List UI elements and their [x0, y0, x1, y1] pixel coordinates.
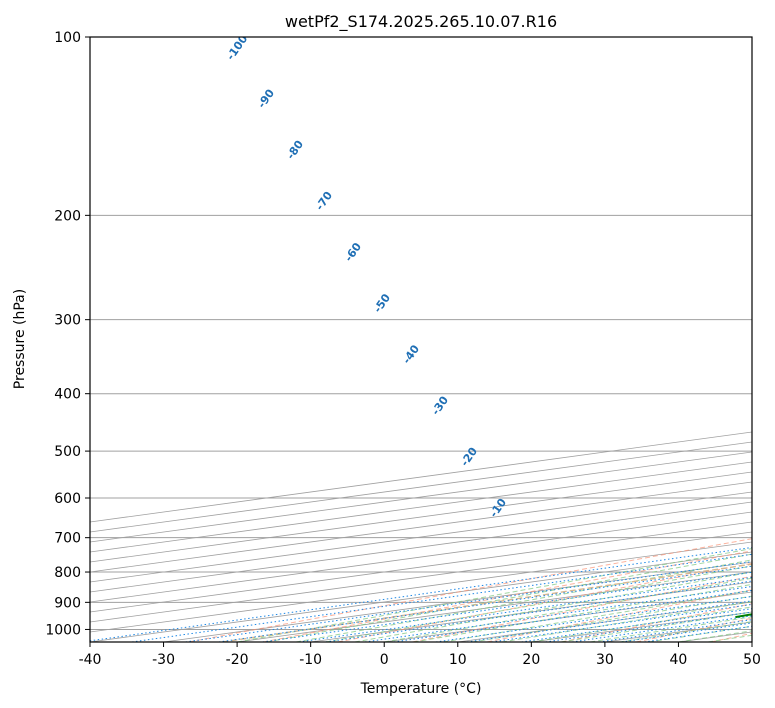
y-tick-label: 400	[54, 387, 81, 403]
y-axis-ticks: 100 200 300 400 500 600 700 800 900 1000	[45, 30, 90, 638]
moist-adiabat	[266, 553, 752, 642]
x-tick-label: -10	[299, 652, 322, 668]
x-tick-label: 30	[596, 652, 614, 668]
chart-title: wetPf2_S174.2025.265.10.07.R16	[285, 12, 557, 32]
y-tick-label: 500	[54, 444, 81, 460]
isotherm-line	[90, 501, 752, 593]
y-tick-label: 800	[54, 565, 81, 581]
isotherm-grid	[90, 431, 752, 642]
mixing-ratio-line	[185, 561, 752, 642]
reference-curve	[222, 563, 752, 642]
x-tick-label: 10	[449, 652, 467, 668]
y-tick-label: 1000	[45, 622, 81, 638]
x-tick-label: 50	[743, 652, 761, 668]
moist-adiabat	[472, 595, 752, 642]
x-tick-label: 40	[670, 652, 688, 668]
x-tick-label: 0	[380, 652, 389, 668]
x-axis-label: Temperature (°C)	[360, 681, 482, 697]
y-tick-label: 200	[54, 208, 81, 224]
dry-adiabat	[263, 550, 752, 642]
y-tick-label: 900	[54, 595, 81, 611]
mixing-ratio-lines	[90, 546, 752, 642]
x-tick-label: -20	[226, 652, 249, 668]
dry-adiabat	[486, 589, 752, 642]
moist-adiabat	[384, 577, 752, 642]
isobar-grid	[90, 37, 752, 630]
isotherm-line	[90, 471, 752, 563]
isotherm-line	[90, 461, 752, 553]
y-axis-label: Pressure (hPa)	[12, 289, 28, 389]
isotherm-line	[90, 491, 752, 583]
y-tick-label: 600	[54, 491, 81, 507]
moist-adiabat	[354, 571, 752, 642]
mixing-ratio-line	[491, 603, 752, 642]
x-axis-ticks: -40 -30 -20 -10 0 10 20 30 40 50	[79, 642, 761, 668]
isotherm-line	[90, 521, 752, 613]
moist-adiabat	[325, 565, 752, 642]
mixing-ratio-line	[466, 600, 752, 642]
mixing-ratio-line	[90, 546, 752, 642]
mixing-ratio-line	[393, 589, 752, 642]
isotherm-line	[90, 531, 752, 623]
mixing-ratio-line	[435, 596, 752, 642]
x-tick-label: -30	[152, 652, 175, 668]
y-tick-label: 300	[54, 313, 81, 329]
isotherm-line	[90, 511, 752, 603]
moist-adiabats	[222, 548, 752, 642]
plot-frame	[89, 36, 753, 643]
x-tick-label: -40	[79, 652, 102, 668]
isotherm-line	[90, 481, 752, 573]
x-tick-label: 20	[522, 652, 540, 668]
isotherm-line	[90, 451, 752, 543]
y-tick-label: 700	[54, 531, 81, 547]
y-tick-label: 100	[54, 30, 81, 46]
